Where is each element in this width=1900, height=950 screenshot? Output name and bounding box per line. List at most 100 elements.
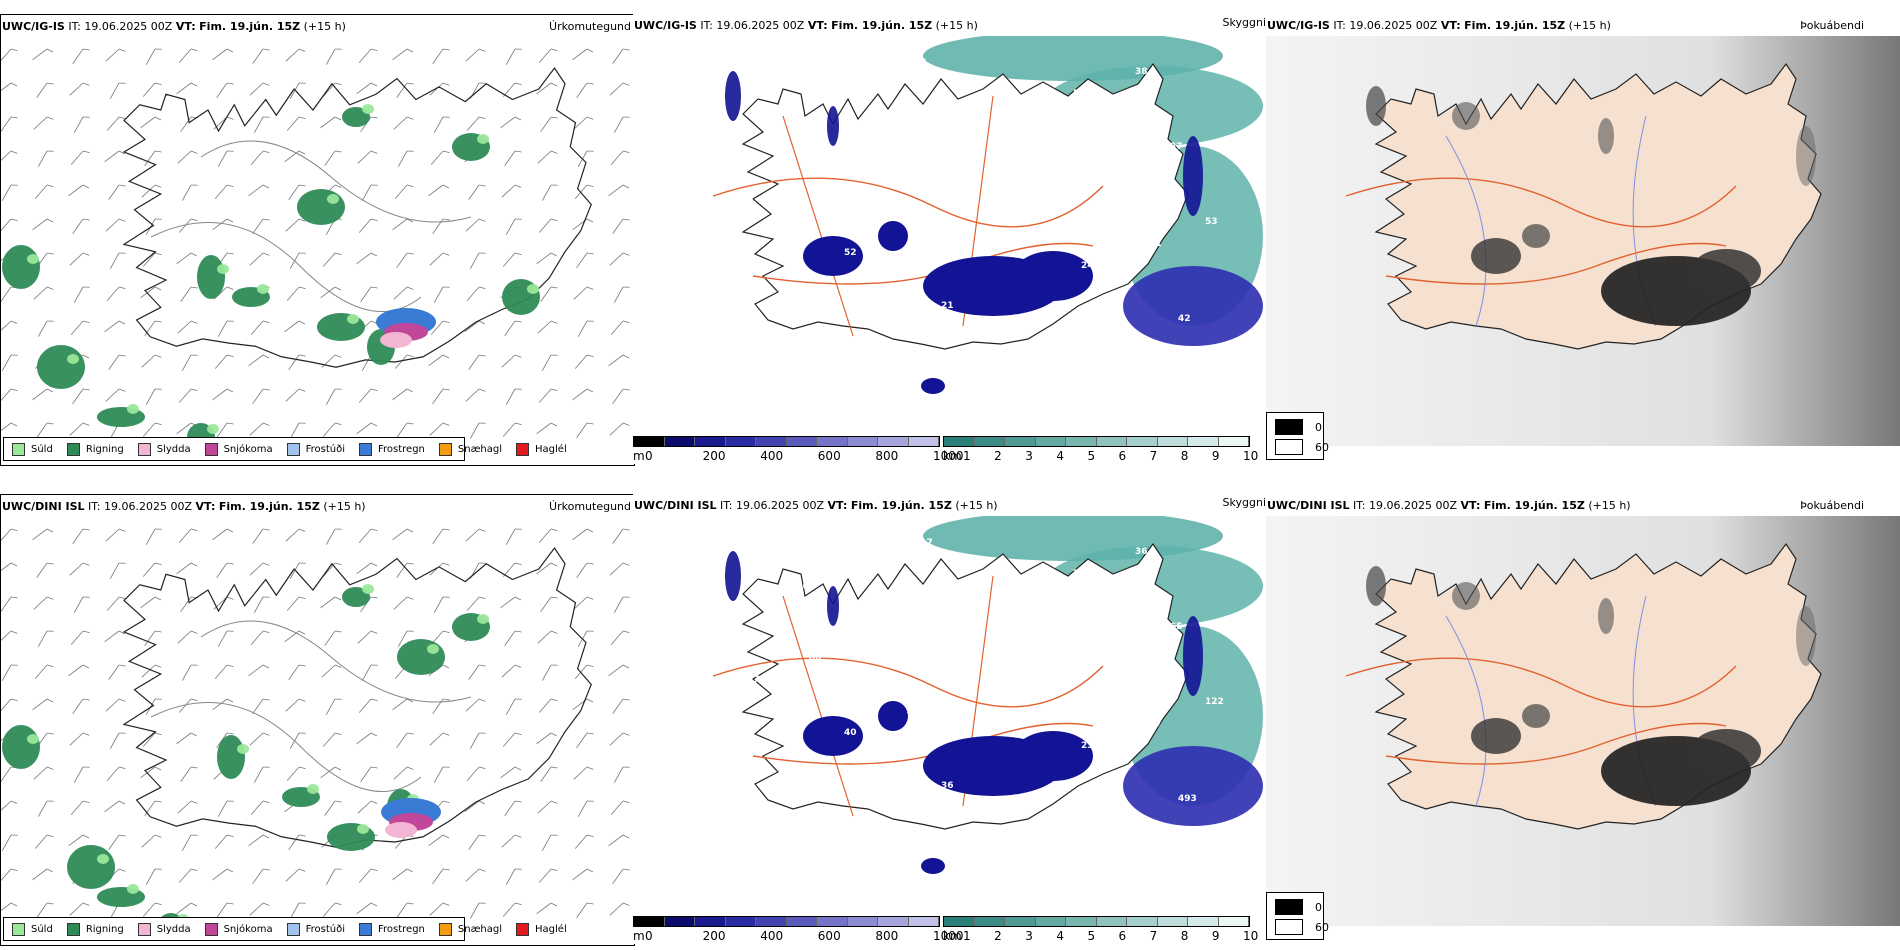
legend-swatch xyxy=(286,442,300,456)
colorbar-swatch xyxy=(1127,917,1158,926)
visibility-value: 51 xyxy=(1011,111,1024,121)
colorbar-swatch xyxy=(634,437,665,446)
visibility-value: 876 xyxy=(790,582,809,592)
panel-title: Úrkomutegund xyxy=(549,500,631,513)
legend-swatch xyxy=(204,922,218,936)
legend-item: Rigning xyxy=(66,442,124,456)
visibility-value: 52 xyxy=(844,248,857,258)
legend-item: Súld xyxy=(12,922,53,936)
legend-item: Snæhagl xyxy=(438,442,502,456)
legend-swatch xyxy=(516,442,530,456)
colorbar-tick: 600 xyxy=(817,449,841,463)
panel-header: UWC/IG-IS IT: 19.06.2025 00Z VT: Fim. 19… xyxy=(2,20,346,33)
visibility-value: 128 xyxy=(1046,186,1065,196)
colorbar-swatch xyxy=(817,437,848,446)
colorbar-swatch xyxy=(756,437,787,446)
colorbar-tick: 10 xyxy=(1243,929,1259,943)
colorbar-swatch xyxy=(664,917,695,926)
fog-legend-label: 0 xyxy=(1315,420,1322,434)
fog-index-panel-row2: UWC/DINI ISL IT: 19.06.2025 00Z VT: Fim.… xyxy=(1266,494,1900,944)
colorbar-tick: 8 xyxy=(1180,929,1189,943)
legend-swatch xyxy=(286,922,300,936)
fog-swatch xyxy=(1275,919,1303,935)
visibility-value: 128 xyxy=(852,80,871,90)
legend-label: Haglél xyxy=(535,443,567,455)
fog-legend-row: 60 xyxy=(1275,919,1329,935)
colorbar-swatch xyxy=(1005,437,1036,446)
legend-item: Frostúði xyxy=(286,922,345,936)
visibility-value: 53 xyxy=(817,345,830,355)
map-precip-type xyxy=(1,528,630,937)
colorbar-tick: 1 xyxy=(963,449,971,463)
visibility-value: 507 xyxy=(887,635,906,645)
precip-type-legend: Súld Rigning Slydda Snjókoma Frostúði Frostre… xyxy=(3,917,567,941)
colorbar-tick: 1000 xyxy=(933,929,964,943)
colorbar-swatch xyxy=(817,917,848,926)
map-visibility: 143 876 507 36 23 493 467 89 178 157 147 142 209 117 9… xyxy=(693,516,1263,874)
visibility-value: 40 xyxy=(844,728,857,738)
visibility-value: 302 xyxy=(949,133,968,143)
colorbar-swatch xyxy=(1218,917,1249,926)
visibility-value: 65 xyxy=(1170,622,1183,632)
visibility-value: 12 xyxy=(879,803,892,813)
colorbar-tick: 2 xyxy=(994,929,1002,943)
legend-swatch xyxy=(438,442,452,456)
fog-legend-row: 0 xyxy=(1275,899,1322,915)
colorbar-tick: 3 xyxy=(1025,449,1033,463)
colorbar-tick: 5 xyxy=(1087,929,1096,943)
visibility-value: 178 xyxy=(949,613,968,623)
colorbar-swatch xyxy=(756,917,787,926)
legend-label: Frostregn xyxy=(378,923,425,935)
legend-item: Slydda xyxy=(137,442,191,456)
colorbar-swatch xyxy=(847,917,878,926)
fog-index-panel-row1: UWC/IG-IS IT: 19.06.2025 00Z VT: Fim. 19… xyxy=(1266,14,1900,464)
colorbar-swatch xyxy=(1035,437,1066,446)
ceiling-colorbar: m 0 200 400 600 800 1000 xyxy=(633,916,964,944)
visibility-value: 36 xyxy=(914,58,927,68)
panel-header: UWC/IG-IS IT: 19.06.2025 00Z VT: Fim. 19… xyxy=(634,19,978,32)
panel-title: Þokuábendi xyxy=(1800,499,1864,512)
legend-label: Snjókoma xyxy=(223,443,273,455)
fog-legend-label: 0 xyxy=(1315,900,1322,914)
visibility-value: 151 xyxy=(1143,239,1162,249)
legend-label: Frostúði xyxy=(305,443,345,455)
colorbar-tick: 200 xyxy=(702,449,726,463)
visibility-value: 6 xyxy=(747,195,753,205)
visibility-value: 50 xyxy=(1073,89,1086,99)
legend-label: Súld xyxy=(31,923,53,935)
colorbar-tick: 0 xyxy=(645,449,653,463)
visibility-value: 42 xyxy=(1178,314,1191,324)
visibility-value: 36 xyxy=(1135,547,1148,557)
legend-label: Snjókoma xyxy=(223,923,273,935)
visibility-value: 122 xyxy=(1205,697,1224,707)
visibility-value: 53 xyxy=(1205,217,1218,227)
colorbar-tick: 6 xyxy=(1118,449,1127,463)
visibility-value: 493 xyxy=(1178,794,1197,804)
legend-item: Rigning xyxy=(66,922,124,936)
visibility-value: 142 xyxy=(720,772,739,782)
colorbar-swatch xyxy=(944,437,975,446)
fog-legend: 0 60 xyxy=(1266,892,1329,940)
colorbar-swatch xyxy=(725,917,756,926)
colorbar-swatch xyxy=(1096,437,1127,446)
visibility-value: 37 xyxy=(1170,142,1183,152)
panel-title: Þokuábendi xyxy=(1800,19,1864,32)
fog-legend: 0 60 xyxy=(1266,412,1329,460)
fog-swatch xyxy=(1275,899,1303,915)
visibility-value: 39 xyxy=(879,323,892,333)
colorbar-swatch xyxy=(1035,917,1066,926)
legend-item: Frostregn xyxy=(359,922,425,936)
visibility-value: 18 xyxy=(720,292,733,302)
colorbar-boxes xyxy=(633,436,940,447)
legend-label: Slydda xyxy=(156,443,191,455)
colorbar-tick: 4 xyxy=(1056,449,1064,463)
visibility-value: 91 xyxy=(712,120,725,130)
colorbar-boxes xyxy=(633,916,940,927)
map-precip-type xyxy=(1,48,630,451)
colorbar-swatch xyxy=(1127,437,1158,446)
colorbar-swatch xyxy=(944,917,975,926)
legend-item: Snjókoma xyxy=(204,922,273,936)
visibility-value: 70 xyxy=(1073,569,1086,579)
visibility-value: 72 xyxy=(1108,164,1121,174)
legend-label: Frostregn xyxy=(378,443,425,455)
